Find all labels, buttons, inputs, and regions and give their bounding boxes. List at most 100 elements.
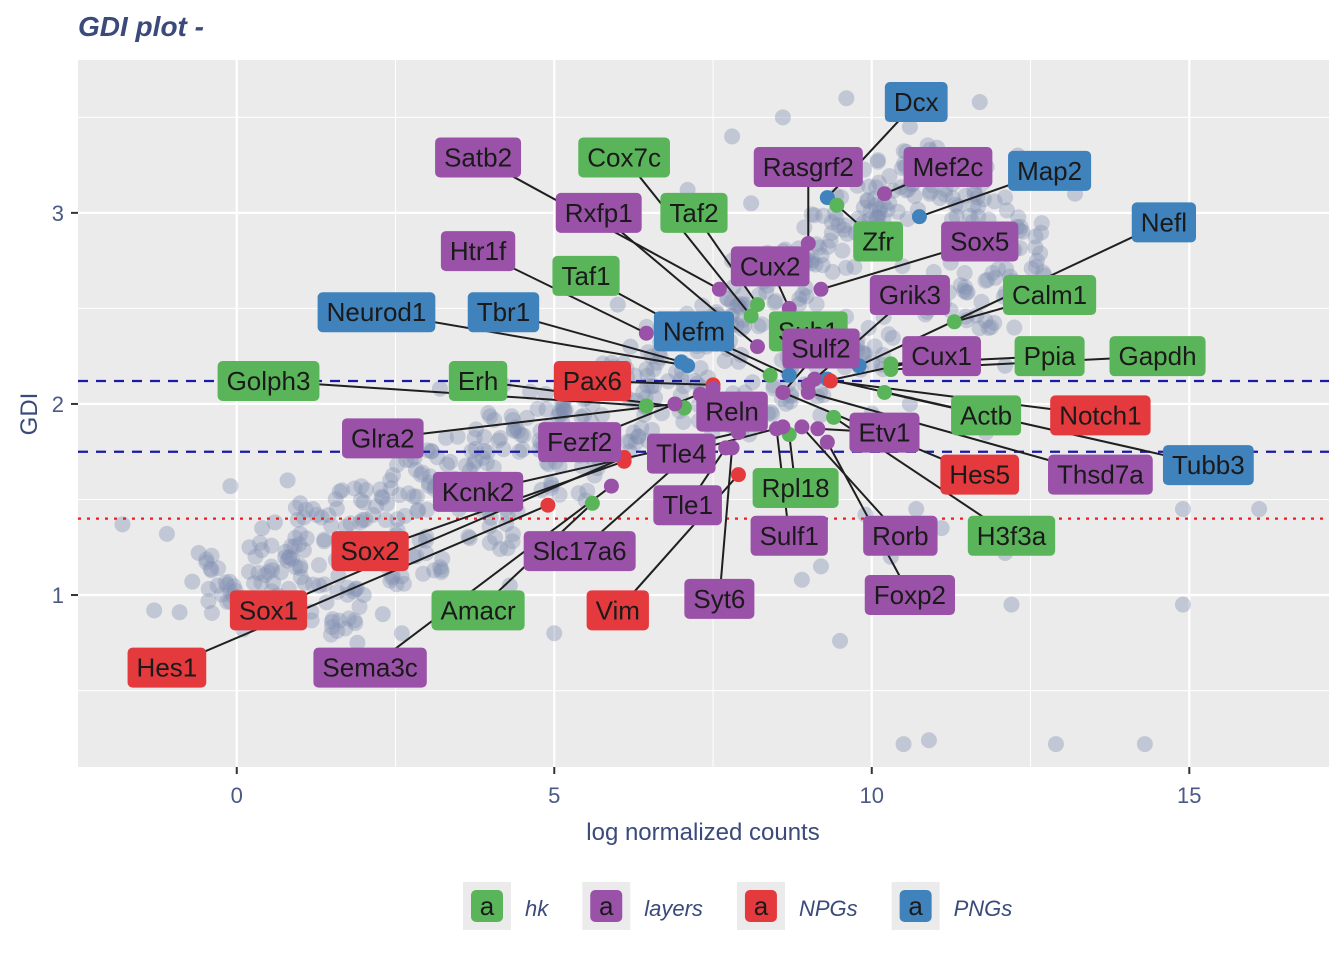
- gene-label-text: Taf1: [561, 261, 610, 291]
- background-gene-point: [280, 549, 297, 566]
- label-segment: [382, 402, 676, 440]
- background-gene-point: [653, 405, 670, 422]
- background-gene-point: [837, 259, 854, 276]
- background-gene-point: [203, 547, 220, 564]
- background-gene-point: [952, 277, 969, 294]
- background-gene-point: [806, 207, 823, 224]
- background-gene-point: [281, 549, 298, 566]
- background-gene-point: [832, 632, 849, 649]
- background-gene-point: [1010, 209, 1027, 226]
- background-gene-point: [969, 198, 986, 215]
- gene-label-text: Cux2: [740, 251, 801, 281]
- background-gene-point: [633, 420, 650, 437]
- gene-label-box: [1008, 150, 1092, 191]
- legend-key: [471, 890, 503, 922]
- legend-label: NPGs: [799, 896, 858, 921]
- background-gene-point: [429, 449, 446, 466]
- background-gene-point: [374, 489, 391, 506]
- background-gene-point: [884, 329, 901, 346]
- background-gene-point: [556, 402, 573, 419]
- gene-label-text: Notch1: [1059, 400, 1141, 430]
- gene-label-box: [853, 221, 904, 262]
- background-gene-point: [971, 94, 988, 111]
- gene-label-text: Etv1: [858, 418, 910, 448]
- background-gene-point: [419, 501, 436, 518]
- background-gene-point: [284, 550, 301, 567]
- legend: a hk a layers a NPGs a PNGs: [463, 882, 1012, 930]
- background-gene-point: [351, 598, 368, 615]
- gene-label-sema3c: Sema3c: [313, 647, 427, 688]
- background-gene-point: [529, 400, 546, 417]
- gene-label-text: Mef2c: [913, 152, 984, 182]
- background-gene-point: [984, 264, 1001, 281]
- background-gene-point: [316, 533, 333, 550]
- background-gene-point: [970, 208, 987, 225]
- gene-label-box: [753, 147, 863, 188]
- background-gene-point: [292, 525, 309, 542]
- background-gene-point: [638, 361, 655, 378]
- background-gene-point: [439, 456, 456, 473]
- background-gene-point: [225, 578, 242, 595]
- background-gene-point: [990, 261, 1007, 278]
- background-gene-point: [501, 577, 518, 594]
- gene-label-box: [884, 82, 948, 123]
- background-gene-point: [384, 467, 401, 484]
- background-gene-point: [221, 573, 238, 590]
- background-gene-point: [357, 511, 374, 528]
- background-gene-point: [431, 380, 448, 397]
- gene-label-text: Satb2: [444, 142, 512, 172]
- gene-label-notch1: Notch1: [1050, 395, 1151, 436]
- background-gene-point: [889, 203, 906, 220]
- background-gene-point: [331, 612, 348, 629]
- gene-label-text: Ppia: [1024, 341, 1077, 371]
- background-gene-point: [482, 408, 499, 425]
- gene-label-text: Cux1: [911, 341, 972, 371]
- background-gene-point: [836, 217, 853, 234]
- background-gene-point: [860, 319, 877, 336]
- background-gene-point: [171, 604, 188, 621]
- background-gene-point: [731, 299, 748, 316]
- gene-label-pax6: Pax6: [553, 361, 632, 402]
- legend-key: [744, 890, 777, 922]
- background-gene-point: [793, 571, 810, 588]
- background-gene-point: [807, 256, 824, 273]
- background-gene-point: [373, 488, 390, 505]
- gene-label-text: Nefm: [663, 316, 725, 346]
- background-gene-point: [409, 503, 426, 520]
- background-gene-point: [836, 221, 853, 238]
- background-gene-point: [432, 559, 449, 576]
- gene-label-box: [967, 515, 1056, 556]
- gene-label-kcnk2: Kcnk2: [432, 471, 524, 512]
- gene-label-syt6: Syt6: [684, 578, 755, 619]
- background-gene-point: [298, 530, 315, 547]
- background-gene-point: [866, 338, 883, 355]
- gene-label-text: Kcnk2: [442, 477, 514, 507]
- gene-label-text: Reln: [705, 397, 758, 427]
- gene-label-text: Map2: [1017, 156, 1082, 186]
- background-gene-point: [393, 625, 410, 642]
- background-gene-point: [114, 516, 131, 533]
- background-gene-point: [619, 433, 636, 450]
- gene-label-neurod1: Neurod1: [317, 292, 436, 333]
- gene-label-nefl: Nefl: [1131, 202, 1197, 243]
- background-gene-point: [808, 296, 825, 313]
- background-gene-point: [324, 611, 341, 628]
- background-gene-point: [937, 186, 954, 203]
- gene-point-vim: [730, 467, 746, 483]
- background-gene-point: [839, 225, 856, 242]
- background-gene-point: [202, 560, 219, 577]
- gene-point-mef2c: [876, 186, 892, 202]
- gene-label-thsd7a: Thsd7a: [1048, 454, 1153, 495]
- gene-point-rxfp1: [749, 339, 765, 355]
- background-gene-point: [352, 514, 369, 531]
- background-gene-point: [815, 387, 832, 404]
- legend-key: [590, 890, 623, 922]
- background-gene-point: [875, 196, 892, 213]
- background-gene-point: [880, 326, 897, 343]
- legend-label: layers: [644, 896, 703, 921]
- label-segment: [369, 485, 613, 669]
- background-gene-point: [1023, 260, 1040, 277]
- background-gene-point: [283, 538, 300, 555]
- background-gene-point: [758, 283, 775, 300]
- gene-label-text: Rxfp1: [565, 198, 633, 228]
